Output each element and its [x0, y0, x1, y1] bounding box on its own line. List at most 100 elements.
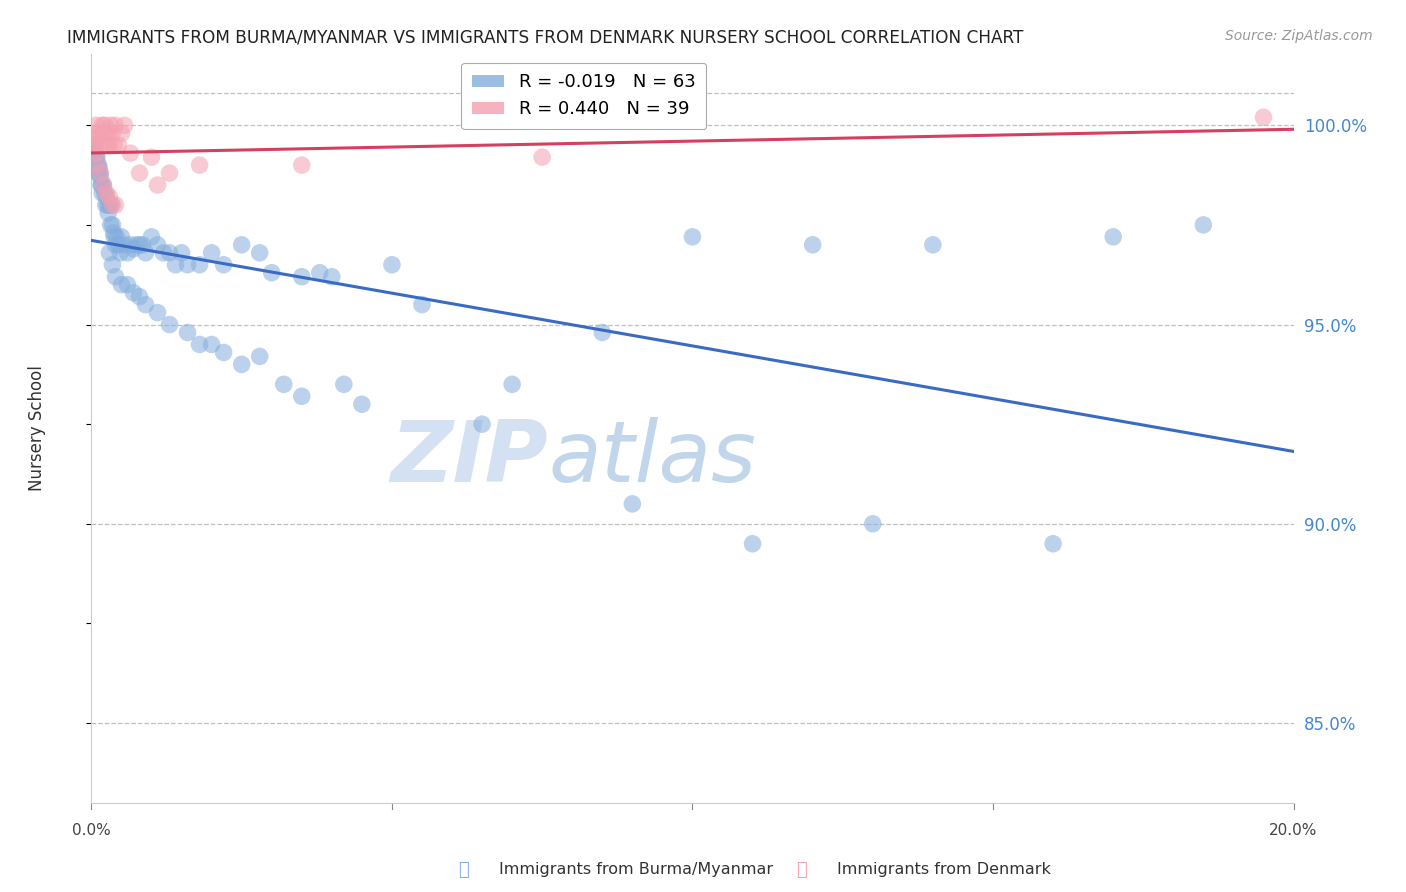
Text: Source: ZipAtlas.com: Source: ZipAtlas.com: [1225, 29, 1372, 43]
Text: atlas: atlas: [548, 417, 756, 500]
Point: [128, 290, 150, 304]
Point: [83, 138, 105, 153]
Point: [89, 170, 111, 185]
Point: [801, 237, 824, 252]
Point: [152, 245, 174, 260]
Point: [105, 230, 128, 244]
Point: [501, 377, 523, 392]
Point: [101, 258, 124, 272]
Point: [159, 166, 181, 180]
Point: [681, 230, 703, 244]
Point: [381, 258, 404, 272]
Point: [89, 126, 111, 140]
Point: [94, 198, 117, 212]
Point: [273, 377, 295, 392]
Point: [101, 218, 124, 232]
Point: [291, 158, 314, 172]
Point: [86, 158, 108, 172]
Point: [98, 198, 121, 212]
Point: [98, 138, 121, 153]
Point: [176, 326, 198, 340]
Point: [101, 126, 124, 140]
Point: [471, 417, 494, 432]
Point: [83, 138, 105, 153]
Point: [94, 126, 117, 140]
Point: [117, 245, 139, 260]
Point: [89, 166, 111, 180]
Point: [96, 186, 118, 200]
Point: [159, 318, 181, 332]
Point: [125, 237, 148, 252]
Point: [97, 198, 120, 212]
Point: [1102, 230, 1125, 244]
Point: [531, 150, 554, 164]
Point: [84, 146, 107, 161]
Point: [96, 138, 118, 153]
Point: [89, 166, 111, 180]
Point: [97, 206, 120, 220]
Point: [90, 178, 112, 192]
Point: [146, 178, 169, 192]
Point: [98, 245, 121, 260]
Legend: R = -0.019   N = 63, R = 0.440   N = 39: R = -0.019 N = 63, R = 0.440 N = 39: [461, 62, 706, 129]
Point: [107, 138, 129, 153]
Point: [87, 166, 110, 180]
Point: [134, 245, 156, 260]
Text: 0.0%: 0.0%: [72, 822, 111, 838]
Point: [93, 178, 115, 192]
Point: [122, 285, 145, 300]
Text: Nursery School: Nursery School: [28, 365, 46, 491]
Point: [291, 269, 314, 284]
Point: [176, 258, 198, 272]
Point: [90, 178, 112, 192]
Point: [188, 258, 211, 272]
Point: [101, 198, 124, 212]
Point: [212, 345, 235, 359]
Point: [110, 245, 132, 260]
Point: [100, 118, 122, 132]
Point: [170, 245, 193, 260]
Point: [165, 258, 187, 272]
Point: [120, 237, 142, 252]
Text: ⬜: ⬜: [458, 861, 470, 879]
Point: [141, 230, 163, 244]
Point: [159, 245, 181, 260]
Point: [103, 226, 125, 240]
Point: [741, 537, 763, 551]
Point: [201, 245, 224, 260]
Text: Immigrants from Denmark: Immigrants from Denmark: [837, 863, 1050, 877]
Point: [104, 237, 127, 252]
Point: [260, 266, 283, 280]
Point: [84, 150, 107, 164]
Point: [93, 186, 115, 200]
Point: [97, 126, 120, 140]
Point: [1042, 537, 1064, 551]
Point: [621, 497, 644, 511]
Text: IMMIGRANTS FROM BURMA/MYANMAR VS IMMIGRANTS FROM DENMARK NURSERY SCHOOL CORRELAT: IMMIGRANTS FROM BURMA/MYANMAR VS IMMIGRA…: [67, 29, 1024, 46]
Point: [333, 377, 356, 392]
Point: [104, 118, 127, 132]
Text: 20.0%: 20.0%: [1270, 822, 1317, 838]
Point: [249, 350, 271, 364]
Point: [117, 277, 139, 292]
Point: [91, 118, 114, 132]
Point: [84, 118, 107, 132]
Point: [84, 142, 107, 156]
Point: [231, 358, 253, 372]
Point: [100, 198, 122, 212]
Point: [104, 269, 127, 284]
Text: ZIP: ZIP: [391, 417, 548, 500]
Point: [110, 126, 132, 140]
Point: [201, 337, 224, 351]
Point: [91, 186, 114, 200]
Point: [110, 230, 132, 244]
Point: [291, 389, 314, 403]
Point: [96, 190, 118, 204]
Point: [591, 326, 613, 340]
Point: [93, 118, 115, 132]
Point: [98, 190, 121, 204]
Point: [862, 516, 884, 531]
Point: [131, 237, 153, 252]
Point: [146, 237, 169, 252]
Point: [188, 337, 211, 351]
